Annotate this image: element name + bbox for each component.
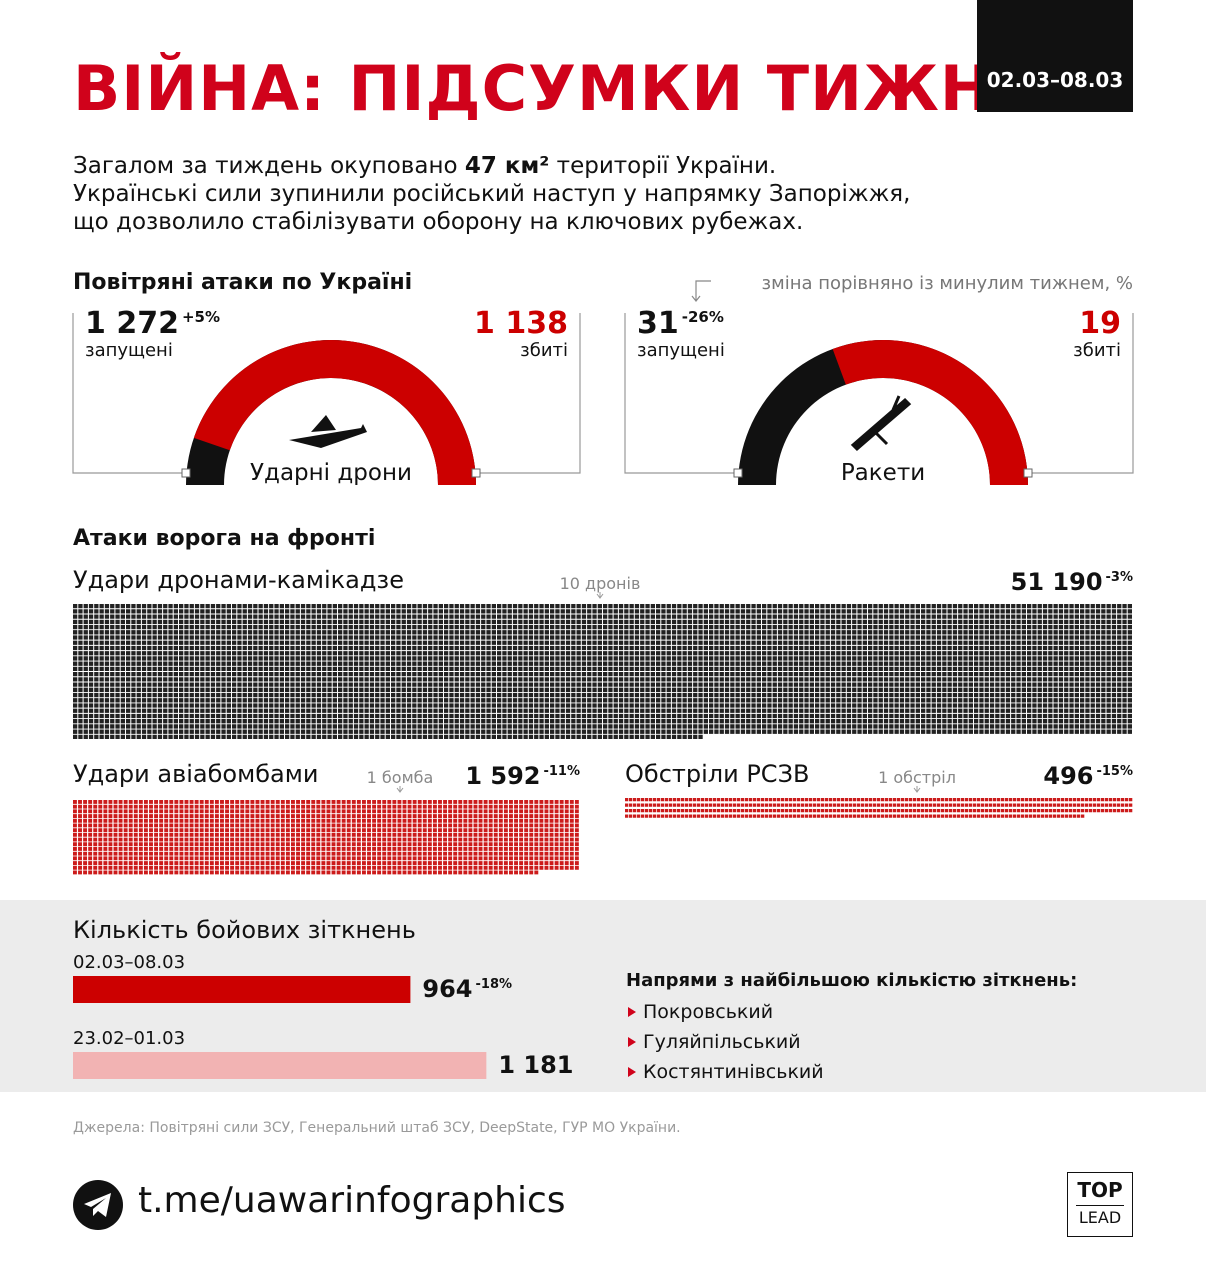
panel-frame (72, 313, 581, 474)
intro-line: Загалом за тиждень окуповано 47 км² тери… (73, 152, 910, 180)
directions-list: Покровський Гуляйпільський Костянтинівсь… (626, 997, 1077, 1087)
change-label: -3% (1105, 570, 1133, 585)
change-label: -11% (543, 764, 580, 779)
bar (73, 976, 411, 1003)
unit-pointer (396, 786, 404, 793)
category-label: 02.03–08.03 (73, 952, 186, 973)
logo: TOP LEAD (1067, 1172, 1133, 1237)
rocket-icon (850, 395, 912, 452)
waffle-title: Обстріли РСЗВ (625, 760, 810, 788)
waffle (625, 798, 1133, 818)
gauge-title: Ракети (840, 460, 926, 486)
direction: Гуляйпільський (626, 1027, 1077, 1057)
waffle (73, 604, 1132, 740)
unit-label: 10 дронів (559, 574, 641, 593)
launched-value: 31 (637, 306, 679, 341)
intro-line: що дозволило стабілізувати оборону на кл… (73, 209, 804, 235)
category-label: збиті (520, 340, 568, 361)
intro-text: території України. (549, 153, 777, 179)
panel-frame (624, 313, 1134, 474)
gauge-title: Ударні дрони (250, 460, 412, 486)
icon (84, 1193, 111, 1217)
title-backdrop (783, 462, 983, 492)
direction: Покровський (626, 997, 1077, 1027)
section-title: Повітряні атаки по Україні (73, 270, 413, 295)
change-label: +5% (181, 308, 220, 326)
category-label: запущені (85, 340, 173, 361)
gauge-handle (181, 468, 191, 478)
category-label: 23.02–01.03 (73, 1028, 186, 1049)
change-label: -15% (1096, 764, 1133, 779)
bar (73, 1052, 487, 1079)
launched-block: 1 272 +5% (85, 306, 220, 341)
total-value: 496 (1043, 762, 1094, 790)
launched-value: 1 272 (85, 306, 179, 341)
total-block: 496 -15% (1043, 762, 1133, 790)
shot-down-value: 1 138 (474, 306, 568, 341)
value-block: 964 -18% (422, 975, 512, 1003)
value-block: 1 181 (498, 1051, 573, 1079)
waffle-title: Удари авіабомбами (73, 760, 319, 788)
total-value: 1 592 (465, 762, 541, 790)
change-note: зміна порівняно із минулим тижнем, % (761, 273, 1133, 294)
plane (84, 1193, 111, 1217)
link[interactable]: t.me/uawarinfographics (138, 1180, 566, 1221)
period-box: 02.03–08.03 (977, 0, 1133, 112)
category-label: збиті (1073, 340, 1121, 361)
change-label: -26% (681, 308, 724, 326)
total-block: 51 190 -3% (1011, 568, 1133, 596)
gauge-shot-down (832, 340, 1028, 485)
bar-title: Кількість бойових зіткнень (73, 916, 416, 944)
title-backdrop (231, 462, 431, 492)
waffle-title: Удари дронами-камікадзе (73, 566, 404, 594)
logo-bottom: LEAD (1078, 1208, 1122, 1227)
total-block: 1 592 -11% (465, 762, 580, 790)
waffle (73, 800, 579, 875)
direction: Костянтинівський (626, 1057, 1077, 1087)
drone-icon (289, 415, 367, 448)
section-title: Атаки ворога на фронті (73, 526, 376, 551)
intro-bold: 47 км² (464, 153, 550, 179)
note-pointer (691, 280, 711, 302)
telegram-icon (73, 1180, 123, 1230)
total-value: 51 190 (1010, 568, 1103, 596)
directions-title: Напрями з найбільшою кількістю зіткнень: (626, 970, 1078, 991)
unit-label: 1 обстріл (878, 768, 956, 787)
gauge-handle (471, 468, 481, 478)
value-label: 964 (422, 975, 473, 1003)
directions: Напрями з найбільшою кількістю зіткнень:… (626, 970, 1077, 1087)
page-title: ВІЙНА: ПІДСУМКИ ТИЖНЯ (73, 52, 1042, 125)
intro-text: Загалом за тиждень окуповано (73, 153, 465, 179)
value-label: 1 181 (498, 1051, 574, 1079)
launched-block: 31 -26% (637, 306, 724, 341)
gauge-shot-down (193, 339, 476, 485)
unit-pointer (913, 786, 921, 793)
intro: Загалом за тиждень окуповано 47 км² тери… (73, 152, 910, 236)
sources: Джерела: Повітряні сили ЗСУ, Генеральний… (73, 1120, 681, 1136)
shot-down-value: 19 (1079, 306, 1121, 341)
period: 02.03–08.03 (986, 68, 1124, 92)
gauge-handle (733, 468, 743, 478)
unit-pointer (596, 592, 604, 599)
intro-line: Українські сили зупинили російський наст… (73, 181, 911, 207)
category-label: запущені (637, 340, 725, 361)
change-label: -18% (475, 977, 513, 992)
gauge-handle (1023, 468, 1033, 478)
logo-top: TOP (1077, 1178, 1123, 1202)
unit-label: 1 бомба (366, 768, 434, 787)
